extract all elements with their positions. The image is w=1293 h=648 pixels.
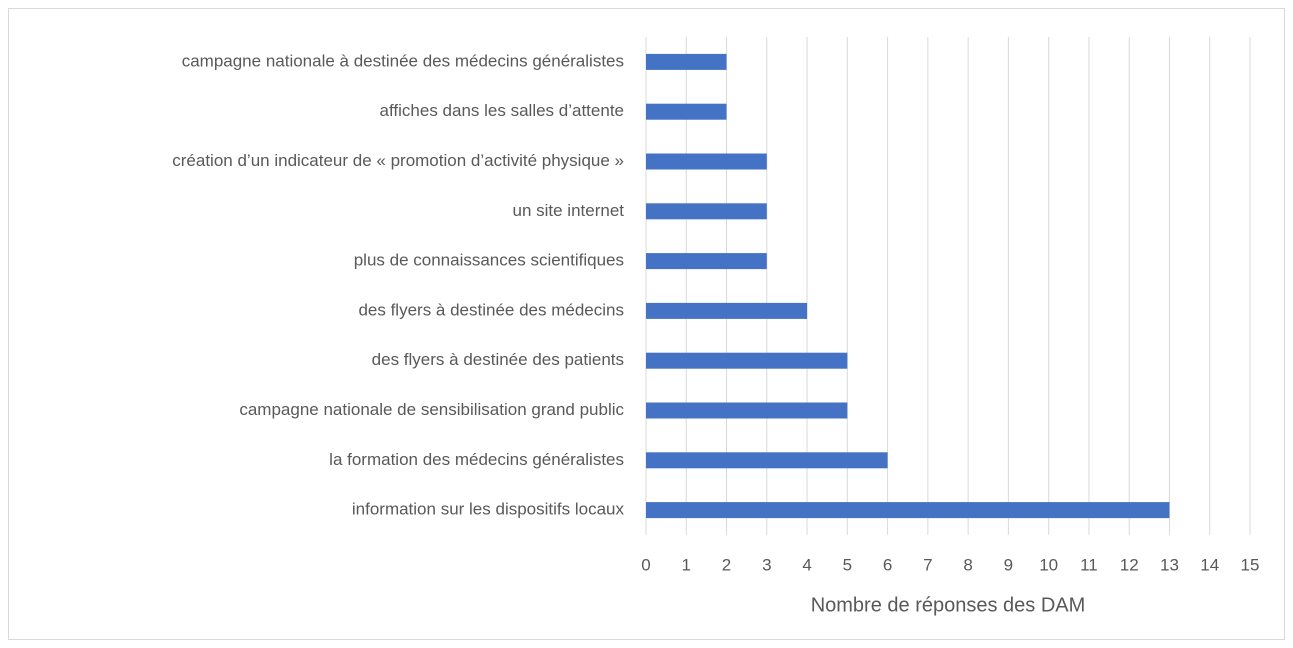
y-tick-label: des flyers à destinée des médecins (358, 300, 624, 319)
y-tick-label: la formation des médecins généralistes (329, 450, 624, 469)
x-tick-label: 8 (963, 555, 972, 574)
x-tick-label: 10 (1039, 555, 1058, 574)
bar (646, 153, 767, 170)
bar (646, 452, 888, 469)
x-tick-label: 9 (1004, 555, 1013, 574)
x-tick-label: 0 (641, 555, 650, 574)
x-tick-label: 11 (1080, 555, 1098, 574)
x-tick-label: 2 (722, 555, 731, 574)
bar (646, 352, 848, 369)
bar (646, 253, 767, 270)
x-tick-label: 12 (1120, 555, 1139, 574)
x-tick-label: 1 (682, 555, 691, 574)
x-tick-label: 13 (1160, 555, 1179, 574)
y-tick-label: un site internet (512, 201, 624, 220)
x-tick-label: 15 (1241, 555, 1260, 574)
bar (646, 502, 1170, 519)
bar (646, 402, 848, 419)
bar (646, 203, 767, 220)
bar (646, 302, 808, 319)
y-tick-label: création d’un indicateur de « promotion … (172, 151, 624, 170)
x-axis-label: Nombre de réponses des DAM (811, 594, 1086, 616)
x-tick-label: 5 (843, 555, 852, 574)
y-tick-label: campagne nationale à destinée des médeci… (182, 51, 624, 70)
x-tick-label: 7 (923, 555, 932, 574)
y-tick-label: plus de connaissances scientifiques (354, 251, 624, 270)
bar (646, 103, 727, 120)
y-tick-label: information sur les dispositifs locaux (352, 500, 625, 519)
x-tick-label: 6 (883, 555, 892, 574)
y-tick-label: affiches dans les salles d’attente (380, 101, 624, 120)
x-tick-label: 14 (1200, 555, 1219, 574)
y-tick-label: des flyers à destinée des patients (372, 350, 624, 369)
x-tick-label: 3 (762, 555, 771, 574)
bar (646, 53, 727, 70)
y-tick-label: campagne nationale de sensibilisation gr… (239, 400, 624, 419)
x-tick-label: 4 (802, 555, 811, 574)
